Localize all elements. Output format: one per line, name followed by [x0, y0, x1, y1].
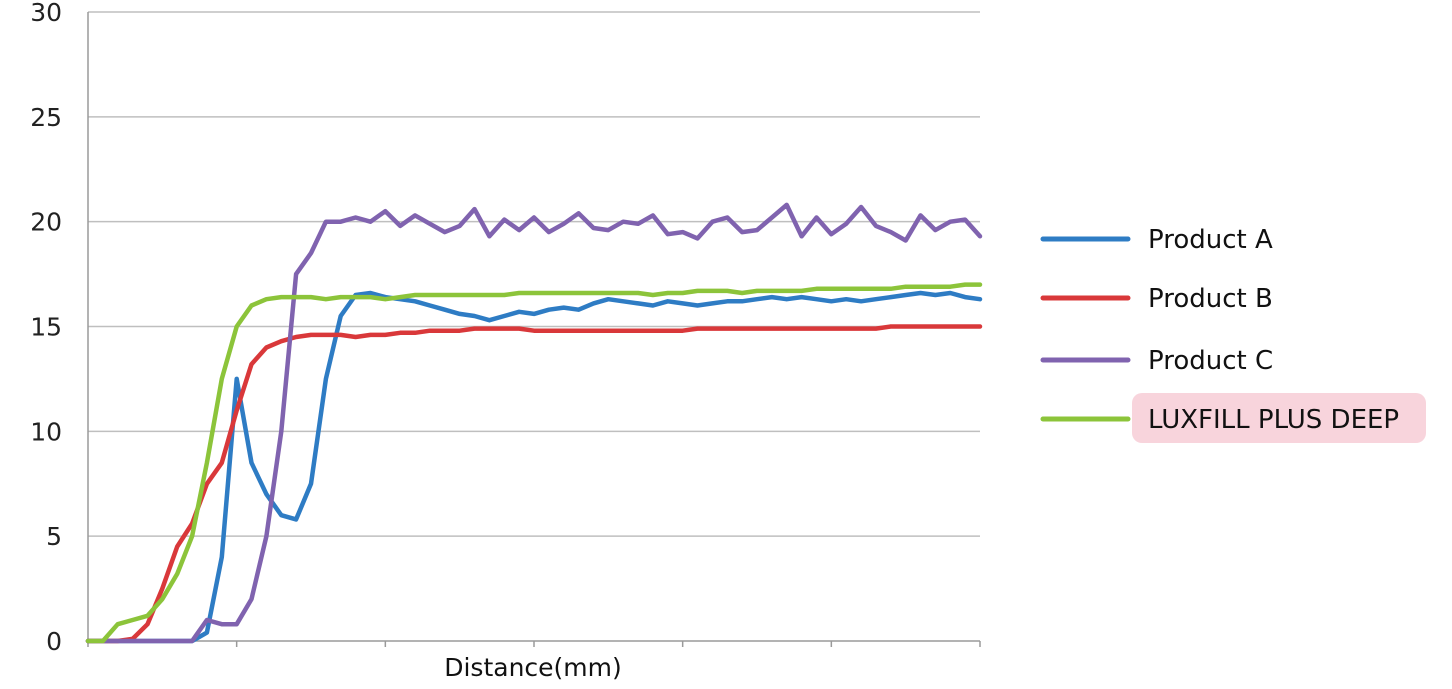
series-line-2 [85, 202, 983, 644]
y-tick-label: 20 [30, 208, 62, 237]
y-tick-label: 30 [30, 0, 62, 27]
y-tick-labels: 0 5 10 15 20 25 30 [30, 0, 62, 656]
legend: Product A Product B Product C LUXFILL PLUS … [1040, 225, 1426, 443]
legend-label: Product C [1148, 346, 1273, 376]
legend-label: Product A [1148, 225, 1273, 255]
y-tick-label: 0 [46, 627, 62, 656]
y-tick-label: 15 [30, 313, 62, 342]
y-tick-label: 10 [30, 417, 62, 446]
series-line-0 [85, 290, 983, 644]
series-line-1 [85, 324, 983, 644]
legend-highlight [1132, 393, 1426, 443]
series-line-3 [85, 282, 983, 644]
y-tick-label: 5 [46, 522, 62, 551]
series-lines [85, 202, 983, 644]
x-tick-marks [87, 641, 981, 647]
legend-label: Product B [1148, 284, 1273, 314]
x-axis-title: Distance(mm) [444, 653, 622, 682]
legend-label: LUXFILL PLUS DEEP [1148, 405, 1399, 435]
y-tick-label: 25 [30, 103, 62, 132]
